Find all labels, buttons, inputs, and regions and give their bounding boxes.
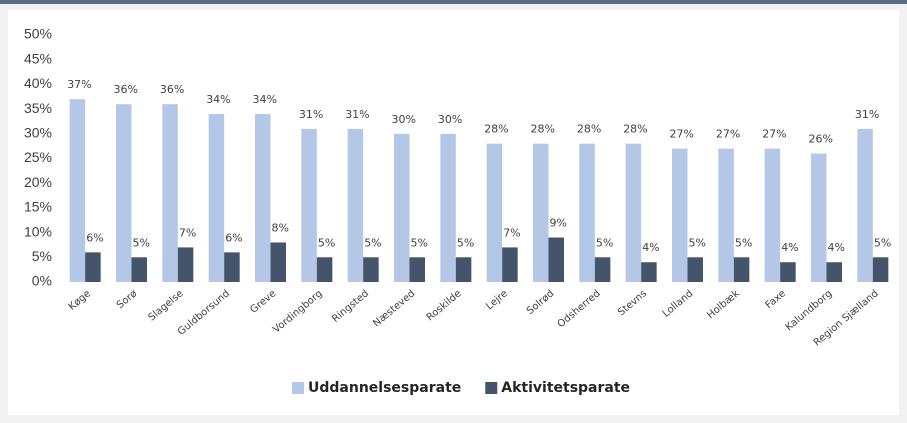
- bar: [347, 128, 364, 282]
- value-label: 30%: [392, 113, 416, 126]
- bar: [733, 257, 750, 282]
- bar: [316, 257, 333, 282]
- value-label: 6%: [86, 231, 103, 244]
- bar: [764, 148, 781, 282]
- value-label: 5%: [874, 236, 891, 249]
- bar: [69, 99, 86, 282]
- value-label: 27%: [716, 128, 740, 141]
- value-label: 27%: [670, 128, 694, 141]
- legend-label: Uddannelsesparate: [308, 380, 461, 396]
- bar: [548, 237, 564, 282]
- value-label: 4%: [781, 241, 798, 254]
- value-label: 5%: [735, 236, 752, 249]
- value-label: 7%: [179, 226, 196, 239]
- bar: [208, 114, 225, 282]
- value-label: 28%: [623, 123, 647, 136]
- bar: [270, 242, 286, 282]
- value-label: 6%: [225, 231, 242, 244]
- y-tick-label: 10%: [24, 223, 52, 239]
- value-label: 5%: [364, 236, 381, 249]
- bar: [579, 143, 595, 282]
- bar: [718, 148, 734, 282]
- y-tick-label: 25%: [24, 149, 52, 165]
- bar: [826, 262, 842, 282]
- bar: [502, 247, 518, 282]
- bar: [301, 128, 317, 282]
- value-label: 34%: [206, 93, 230, 106]
- y-tick-label: 30%: [24, 125, 52, 141]
- value-label: 5%: [689, 236, 706, 249]
- value-label: 36%: [114, 83, 138, 96]
- bar: [131, 257, 147, 282]
- value-label: 26%: [809, 133, 833, 146]
- bar: [672, 148, 688, 282]
- bar: [394, 133, 410, 282]
- value-label: 31%: [299, 108, 323, 121]
- bar: [409, 257, 425, 282]
- value-label: 9%: [550, 217, 567, 230]
- value-label: 5%: [133, 236, 150, 249]
- bar: [857, 128, 873, 282]
- bar: [811, 153, 827, 282]
- bar: [363, 257, 379, 282]
- value-label: 5%: [457, 236, 474, 249]
- bar: [255, 114, 271, 282]
- value-label: 4%: [642, 241, 659, 254]
- legend-swatch: [292, 382, 304, 394]
- bar: [641, 262, 657, 282]
- bar: [533, 143, 549, 282]
- value-label: 7%: [503, 226, 520, 239]
- value-label: 31%: [855, 108, 879, 121]
- value-label: 28%: [577, 123, 601, 136]
- value-label: 36%: [160, 83, 184, 96]
- legend-swatch: [485, 382, 498, 394]
- y-tick-label: 40%: [24, 75, 52, 91]
- y-tick-label: 50%: [24, 26, 52, 42]
- bar: [116, 104, 132, 282]
- bar: [162, 104, 178, 282]
- bar: [625, 143, 642, 282]
- y-tick-label: 35%: [24, 100, 52, 116]
- bar: [687, 257, 703, 282]
- value-label: 5%: [411, 236, 428, 249]
- value-label: 30%: [438, 113, 462, 126]
- top-bar: [0, 0, 907, 4]
- value-label: 31%: [345, 108, 369, 121]
- value-label: 4%: [828, 241, 845, 254]
- bar: [177, 247, 194, 282]
- value-label: 37%: [67, 78, 91, 91]
- bar: [224, 252, 240, 282]
- y-tick-label: 15%: [24, 199, 52, 215]
- y-tick-label: 45%: [24, 50, 52, 66]
- bar: [594, 257, 611, 282]
- y-tick-label: 5%: [32, 248, 52, 264]
- bar: [872, 257, 889, 282]
- value-label: 5%: [318, 236, 335, 249]
- value-label: 28%: [484, 123, 508, 136]
- bar: [440, 133, 456, 282]
- value-label: 8%: [272, 221, 289, 234]
- legend-label: Aktivitetsparate: [501, 380, 630, 396]
- bar: [780, 262, 796, 282]
- value-label: 34%: [253, 93, 277, 106]
- bar: [486, 143, 503, 282]
- bar: [85, 252, 101, 282]
- value-label: 5%: [596, 236, 613, 249]
- bar: [455, 257, 472, 282]
- value-label: 27%: [762, 128, 786, 141]
- y-tick-label: 0%: [32, 273, 52, 289]
- y-tick-label: 20%: [24, 174, 52, 190]
- value-label: 28%: [531, 123, 555, 136]
